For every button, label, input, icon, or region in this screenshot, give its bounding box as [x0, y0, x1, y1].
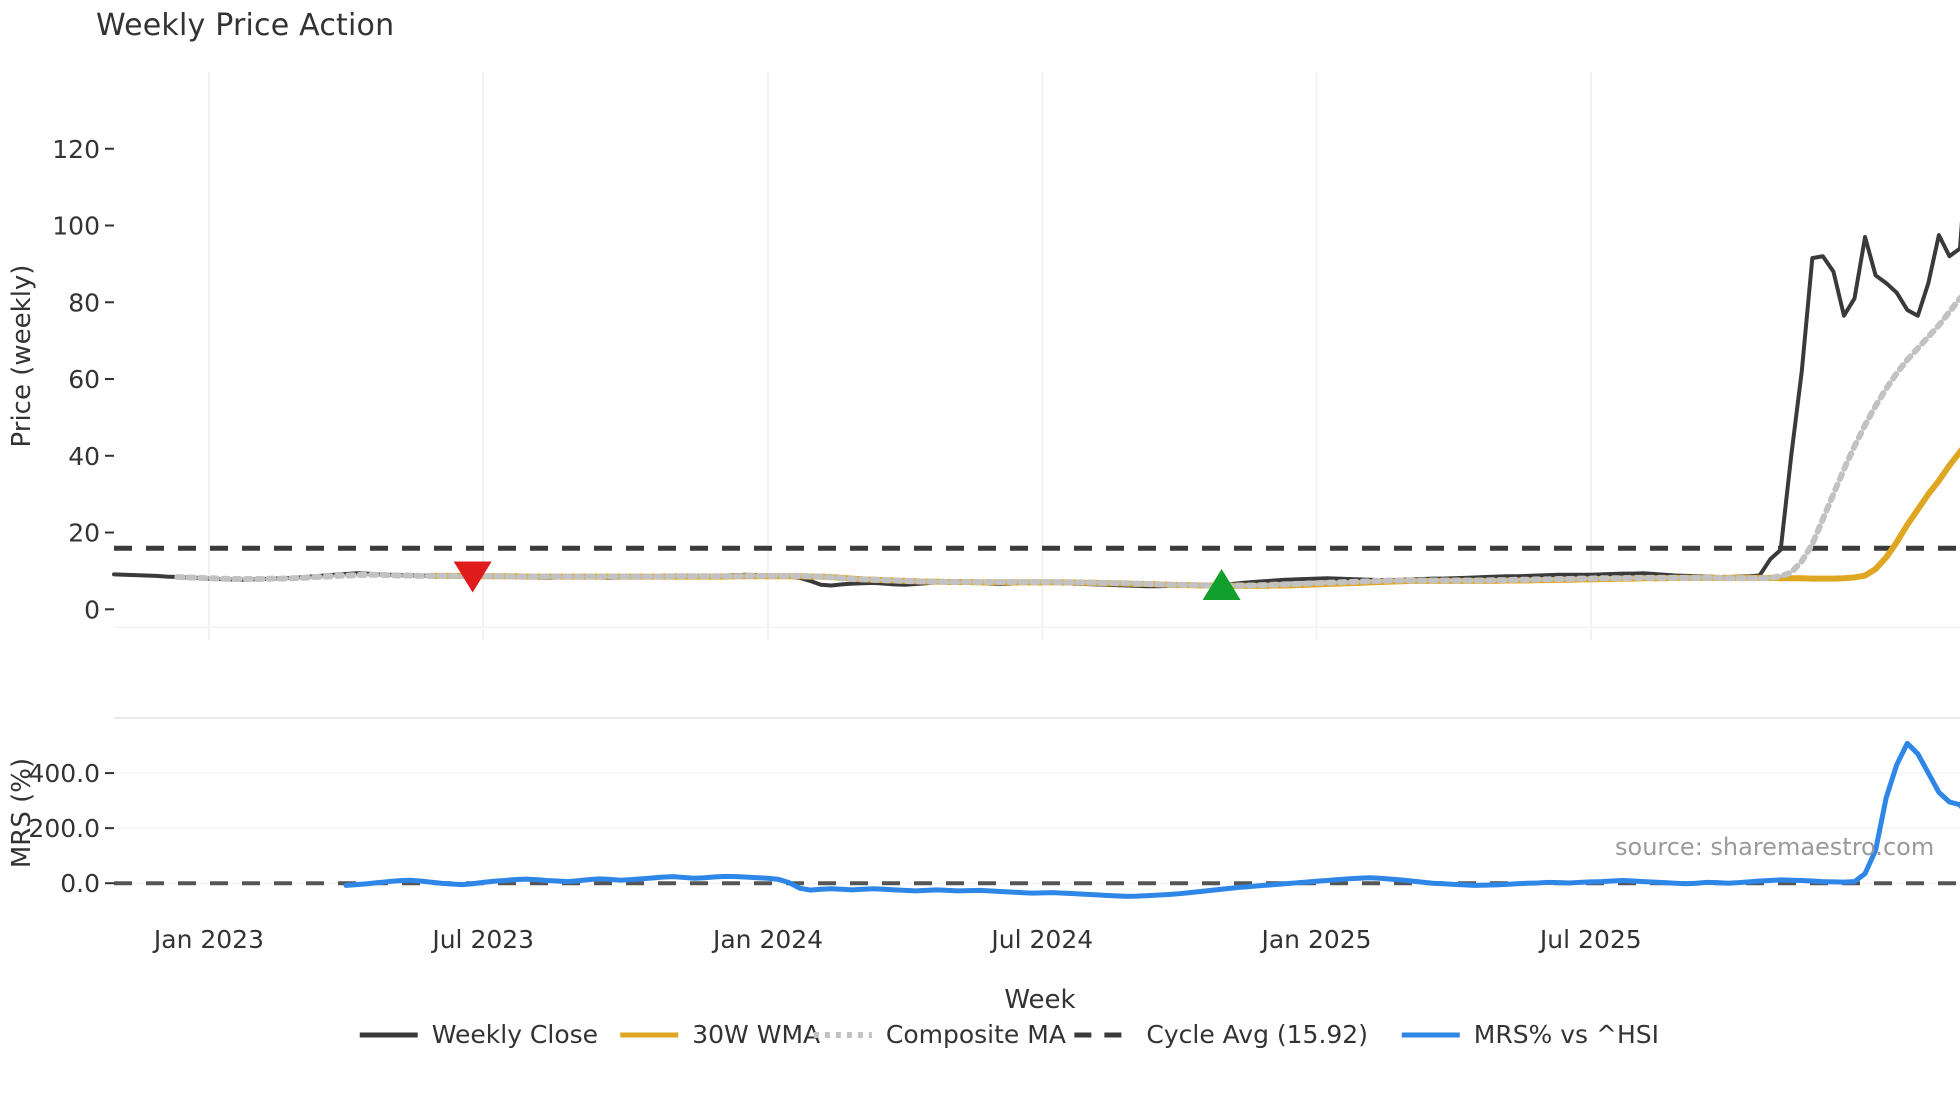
- price-panel-y-ticks: 0 20 40 60 80 100 120: [52, 135, 114, 624]
- legend-label[interactable]: Cycle Avg (15.92): [1146, 1020, 1368, 1049]
- x-tick-label: Jan 2025: [1259, 925, 1371, 954]
- y-tick-label: 40: [68, 442, 100, 471]
- y-tick-label: 0.0: [60, 869, 100, 898]
- trade-markers: [453, 561, 1241, 600]
- x-axis-ticks: Jan 2023 Jul 2023 Jan 2024 Jul 2024 Jan 2025…: [152, 925, 1642, 954]
- series-composite-ma: [174, 294, 1960, 589]
- legend-label[interactable]: 30W WMA: [692, 1020, 820, 1049]
- series-weekly-close: [112, 220, 1960, 589]
- series-lines: [112, 220, 1960, 899]
- chart-title: Weekly Price Action: [96, 8, 395, 43]
- x-tick-label: Jul 2024: [989, 925, 1093, 954]
- y-tick-label: 120: [52, 135, 100, 164]
- y-tick-label: 60: [68, 365, 100, 394]
- y-tick-label: 0: [84, 595, 100, 624]
- y-tick-label: 400.0: [28, 759, 100, 788]
- x-axis-label: Week: [1004, 985, 1075, 1015]
- mrs-axis-label: MRS (%): [7, 758, 37, 868]
- x-tick-label: Jan 2023: [152, 925, 264, 954]
- legend-label[interactable]: Weekly Close: [432, 1020, 598, 1049]
- chart-legend: Weekly Close 30W WMA Composite MA Cycle Avg…: [359, 1020, 1659, 1049]
- mrs-panel-y-ticks: 0.0 200.0 400.0: [28, 759, 114, 898]
- buy-signal-marker: [1202, 568, 1241, 600]
- legend-label[interactable]: Composite MA: [886, 1020, 1066, 1049]
- y-tick-label: 20: [68, 519, 100, 548]
- legend-label[interactable]: MRS% vs ^HSI: [1474, 1020, 1659, 1049]
- x-tick-label: Jan 2024: [711, 925, 823, 954]
- source-watermark: source: sharemaestro.com: [1615, 833, 1934, 861]
- y-tick-label: 80: [68, 288, 100, 317]
- price-panel-gridlines: [114, 72, 1960, 640]
- x-tick-label: Jul 2023: [430, 925, 534, 954]
- y-tick-label: 100: [52, 212, 100, 241]
- x-tick-label: Jul 2025: [1538, 925, 1642, 954]
- y-tick-label: 200.0: [28, 814, 100, 843]
- series-mrs-vs-hsi: [343, 740, 1960, 899]
- price-axis-label: Price (weekly): [7, 265, 37, 448]
- sell-signal-marker: [453, 561, 492, 593]
